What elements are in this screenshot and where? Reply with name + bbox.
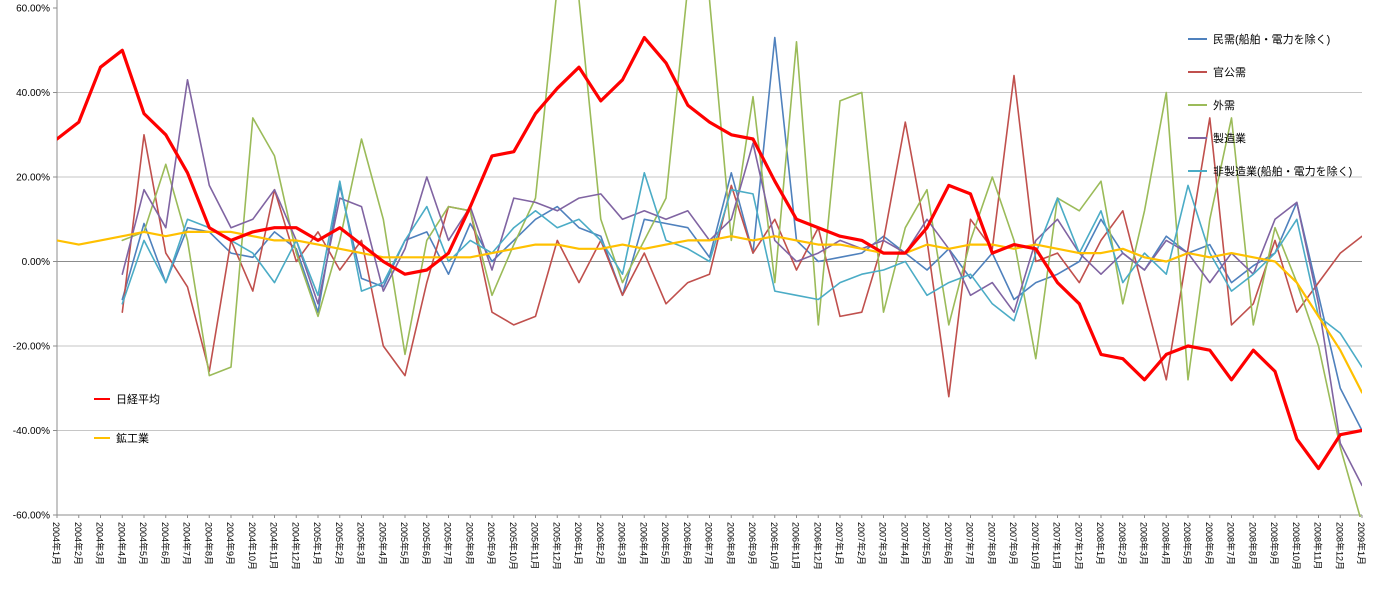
- x-axis-label: 2006年8月: [725, 522, 736, 565]
- x-axis-label: 2009年1月: [1356, 522, 1367, 565]
- inplot-label-text: 日経平均: [116, 394, 160, 406]
- legend-item: 民需(船舶・電力を除く): [1188, 22, 1352, 55]
- x-axis-label: 2007年1月: [834, 522, 845, 565]
- legend-line-swatch: [1188, 169, 1207, 172]
- x-axis-label: 2006年1月: [573, 522, 584, 565]
- x-axis-label: 2008年8月: [1247, 522, 1258, 565]
- x-axis-label: 2006年11月: [791, 522, 802, 569]
- y-axis-label: 0.00%: [22, 257, 50, 268]
- legend-label: 外需: [1213, 99, 1235, 112]
- inplot-label-nikkei: 日経平均: [94, 391, 160, 407]
- legend-item: 非製造業(船舶・電力を除く): [1188, 154, 1352, 187]
- x-axis-label: 2005年7月: [443, 522, 454, 565]
- x-axis-label: 2005年12月: [551, 522, 562, 570]
- x-axis-label: 2005年4月: [377, 522, 388, 565]
- x-axis-label: 2005年5月: [399, 522, 410, 565]
- legend-label: 非製造業(船舶・電力を除く): [1213, 165, 1353, 178]
- legend-item: 製造業: [1188, 121, 1352, 154]
- x-axis-label: 2006年10月: [769, 522, 780, 570]
- x-axis-label: 2004年4月: [116, 522, 127, 565]
- inplot-label-text: 鉱工業: [116, 433, 149, 445]
- x-axis-label: 2004年10月: [247, 522, 258, 570]
- x-axis-label: 2005年2月: [334, 522, 345, 565]
- legend-item: 官公需: [1188, 55, 1352, 88]
- series-line-6: [57, 230, 1362, 394]
- x-axis-label: 2005年8月: [464, 522, 475, 565]
- x-axis-label: 2008年2月: [1117, 522, 1128, 565]
- x-axis-label: 2007年10月: [1030, 522, 1041, 570]
- x-axis-label: 2005年10月: [508, 522, 519, 570]
- x-axis-label: 2006年7月: [704, 522, 715, 565]
- x-axis-label: 2008年12月: [1334, 522, 1345, 570]
- legend-label: 民需(船舶・電力を除く): [1213, 33, 1331, 46]
- x-axis-label: 2006年6月: [682, 522, 693, 565]
- series-line-5: [57, 36, 1362, 471]
- y-axis-label: 20.00%: [16, 173, 50, 184]
- chart-legend: 民需(船舶・電力を除く) 官公需 外需 製造業 非製造業(船舶・電力を除く): [1188, 22, 1352, 187]
- series-line-3: [121, 79, 1362, 487]
- x-axis-label: 2006年4月: [638, 522, 649, 565]
- x-axis-label: 2007年3月: [878, 522, 889, 565]
- y-axis-label: -60.00%: [13, 511, 50, 522]
- x-axis-label: 2004年12月: [290, 522, 301, 570]
- series-line-4: [121, 172, 1362, 368]
- x-axis-label: 2006年2月: [595, 522, 606, 565]
- x-axis-label: 2004年7月: [182, 522, 193, 565]
- x-axis-label: 2007年11月: [1052, 522, 1063, 569]
- x-axis-label: 2008年11月: [1313, 522, 1324, 569]
- y-axis-label: -20.00%: [13, 342, 50, 353]
- x-axis-label: 2004年9月: [225, 522, 236, 565]
- y-axis-label: 60.00%: [16, 4, 50, 15]
- nikkei-line-swatch: [94, 398, 110, 400]
- legend-line-swatch: [1188, 103, 1207, 106]
- x-axis-label: 2007年12月: [1073, 522, 1084, 570]
- series-line-2: [121, 0, 1362, 517]
- x-axis-label: 2008年9月: [1269, 522, 1280, 565]
- x-axis-label: 2007年5月: [921, 522, 932, 565]
- x-axis-label: 2005年3月: [356, 522, 367, 565]
- x-axis-label: 2007年7月: [965, 522, 976, 565]
- legend-label: 官公需: [1213, 66, 1246, 79]
- x-axis-label: 2006年12月: [812, 522, 823, 570]
- legend-label: 製造業: [1213, 132, 1246, 145]
- x-axis-label: 2007年8月: [986, 522, 997, 565]
- x-axis-label: 2007年4月: [899, 522, 910, 565]
- x-axis-label: 2004年2月: [73, 522, 84, 565]
- x-axis-label: 2008年4月: [1160, 522, 1171, 565]
- x-axis-label: 2004年5月: [138, 522, 149, 565]
- x-axis-label: 2008年5月: [1182, 522, 1193, 565]
- legend-line-swatch: [1188, 136, 1207, 139]
- x-axis-label: 2004年11月: [269, 522, 280, 569]
- x-axis-label: 2005年11月: [530, 522, 541, 569]
- x-axis-label: 2004年8月: [203, 522, 214, 565]
- x-axis-label: 2008年1月: [1095, 522, 1106, 565]
- inplot-label-kogyo: 鉱工業: [94, 430, 149, 446]
- legend-line-swatch: [1188, 37, 1207, 40]
- x-axis-label: 2008年3月: [1139, 522, 1150, 565]
- x-axis-label: 2007年2月: [856, 522, 867, 565]
- legend-item: 外需: [1188, 88, 1352, 121]
- y-axis-label: 40.00%: [16, 88, 50, 99]
- kogyo-line-swatch: [94, 437, 110, 439]
- x-axis-label: 2004年1月: [51, 522, 62, 565]
- x-axis-label: 2005年6月: [421, 522, 432, 565]
- x-axis-label: 2006年9月: [747, 522, 758, 565]
- x-axis-label: 2004年6月: [160, 522, 171, 565]
- x-axis-label: 2007年6月: [943, 522, 954, 565]
- x-axis-label: 2004年3月: [95, 522, 106, 565]
- legend-line-swatch: [1188, 70, 1207, 73]
- x-axis-label: 2008年6月: [1204, 522, 1215, 565]
- y-axis-label: -40.00%: [13, 426, 50, 437]
- x-axis-label: 2005年1月: [312, 522, 323, 565]
- x-axis-label: 2006年5月: [660, 522, 671, 565]
- x-axis-label: 2007年9月: [1008, 522, 1019, 565]
- x-axis-label: 2008年10月: [1291, 522, 1302, 570]
- x-axis-label: 2006年3月: [617, 522, 628, 565]
- x-axis-label: 2008年7月: [1226, 522, 1237, 565]
- x-axis-label: 2005年9月: [486, 522, 497, 565]
